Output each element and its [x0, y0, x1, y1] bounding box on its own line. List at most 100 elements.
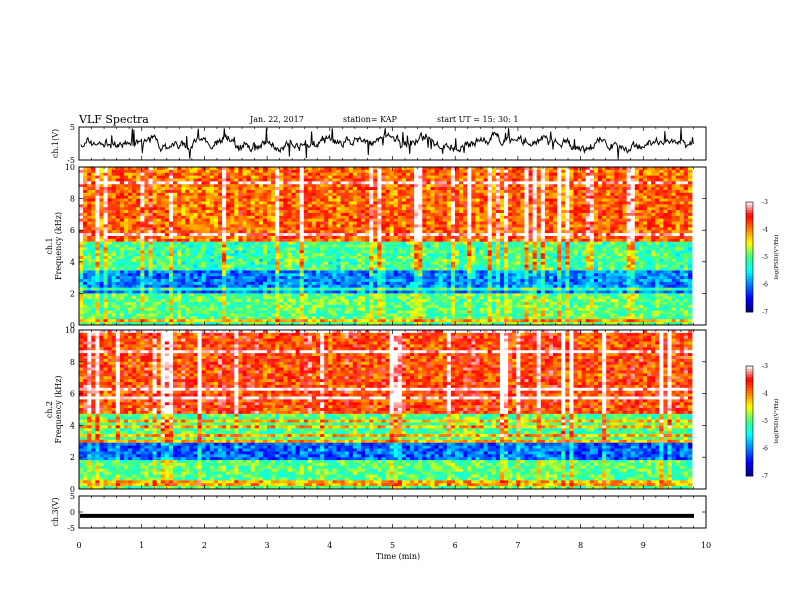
spectrogram-cell: [247, 233, 251, 236]
spectrogram-cell: [198, 213, 202, 216]
spectrogram-cell: [300, 184, 304, 187]
spectrogram-cell: [426, 193, 430, 196]
spectrogram-cell: [672, 190, 676, 193]
spectrogram-cell: [226, 247, 230, 250]
spectrogram-cell: [459, 236, 463, 239]
spectrogram-cell: [561, 219, 565, 222]
spectrogram-cell: [116, 233, 120, 236]
spectrogram-cell: [263, 216, 267, 219]
spectrogram-cell: [488, 247, 492, 250]
spectrogram-cell: [132, 201, 136, 204]
spectrogram-cell: [394, 173, 398, 176]
spectrogram-cell: [112, 233, 116, 236]
spectrogram-cell: [610, 173, 614, 176]
spectrogram-cell: [688, 181, 692, 184]
spectrogram-cell: [153, 178, 157, 181]
spectrogram-cell: [524, 236, 528, 239]
spectrogram-cell: [328, 250, 332, 253]
spectrogram-cell: [128, 250, 132, 253]
spectrogram-cell: [676, 207, 680, 210]
spectrogram-cell: [598, 222, 602, 225]
spectrogram-cell: [471, 239, 475, 242]
spectrogram-cell: [406, 219, 410, 222]
spectrogram-cell: [124, 236, 128, 239]
spectrogram-cell: [659, 253, 663, 256]
spectrogram-cell: [602, 199, 606, 202]
spectrogram-cell: [373, 256, 377, 259]
spectrogram-cell: [198, 247, 202, 250]
spectrogram-cell: [144, 242, 148, 245]
spectrogram-cell: [144, 224, 148, 227]
spectrogram-cell: [594, 233, 598, 236]
spectrogram-cell: [492, 222, 496, 225]
spectrogram-cell: [173, 233, 177, 236]
spectrogram-cell: [398, 181, 402, 184]
spectrogram-cell: [108, 253, 112, 256]
spectrogram-cell: [512, 176, 516, 179]
spectrogram-cell: [484, 219, 488, 222]
spectrogram-cell: [561, 201, 565, 204]
spectrogram-cell: [91, 193, 95, 196]
spectrogram-cell: [390, 184, 394, 187]
spectrogram-cell: [578, 247, 582, 250]
spectrogram-cell: [361, 181, 365, 184]
spectrogram-cell: [116, 187, 120, 190]
spectrogram-cell: [418, 187, 422, 190]
spectrogram-cell: [676, 210, 680, 213]
spectrogram-cell: [226, 184, 230, 187]
spectrogram-cell: [251, 190, 255, 193]
spectrogram-cell: [226, 245, 230, 248]
spectrogram-cell: [447, 184, 451, 187]
spectrogram-cell: [263, 176, 267, 179]
spectrogram-cell: [238, 204, 242, 207]
spectrogram-cell: [475, 190, 479, 193]
spectrogram-cell: [169, 170, 173, 173]
spectrogram-cell: [214, 187, 218, 190]
spectrogram-cell: [631, 216, 635, 219]
spectrogram-cell: [157, 196, 161, 199]
spectrogram-cell: [132, 219, 136, 222]
spectrogram-cell: [561, 176, 565, 179]
spectrogram-cell: [684, 239, 688, 242]
spectrogram-cell: [406, 216, 410, 219]
spectrogram-cell: [247, 242, 251, 245]
spectrogram-cell: [643, 210, 647, 213]
spectrogram-cell: [602, 230, 606, 233]
spectrogram-cell: [181, 196, 185, 199]
spectrogram-cell: [242, 242, 246, 245]
spectrogram-cell: [283, 227, 287, 230]
spectrogram-cell: [373, 245, 377, 248]
spectrogram-cell: [189, 230, 193, 233]
spectrogram-cell: [112, 196, 116, 199]
spectrogram-cell: [467, 250, 471, 253]
spectrogram-cell: [185, 250, 189, 253]
spectrogram-cell: [471, 213, 475, 216]
spectrogram-cell: [598, 256, 602, 259]
spectrogram-cell: [189, 190, 193, 193]
spectrogram-cell: [271, 222, 275, 225]
spectrogram-cell: [627, 176, 631, 179]
spectrogram-cell: [341, 181, 345, 184]
spectrogram-cell: [516, 184, 520, 187]
spectrogram-cell: [230, 219, 234, 222]
spectrogram-cell: [332, 230, 336, 233]
spectrogram-cell: [324, 233, 328, 236]
spectrogram-cell: [390, 219, 394, 222]
spectrogram-cell: [549, 250, 553, 253]
spectrogram-cell: [451, 227, 455, 230]
spectrogram-cell: [144, 213, 148, 216]
spectrogram-cell: [308, 247, 312, 250]
spectrogram-cell: [500, 201, 504, 204]
spectrogram-cell: [251, 201, 255, 204]
spectrogram-cell: [263, 230, 267, 233]
spectrogram-cell: [308, 236, 312, 239]
spectrogram-cell: [116, 193, 120, 196]
spectrogram-cell: [663, 213, 667, 216]
spectrogram-cell: [263, 256, 267, 259]
spectrogram-cell: [79, 181, 83, 184]
spectrogram-cell: [561, 256, 565, 259]
spectrogram-cell: [435, 196, 439, 199]
spectrogram-cell: [578, 250, 582, 253]
spectrogram-cell: [214, 210, 218, 213]
spectrogram-cell: [439, 193, 443, 196]
